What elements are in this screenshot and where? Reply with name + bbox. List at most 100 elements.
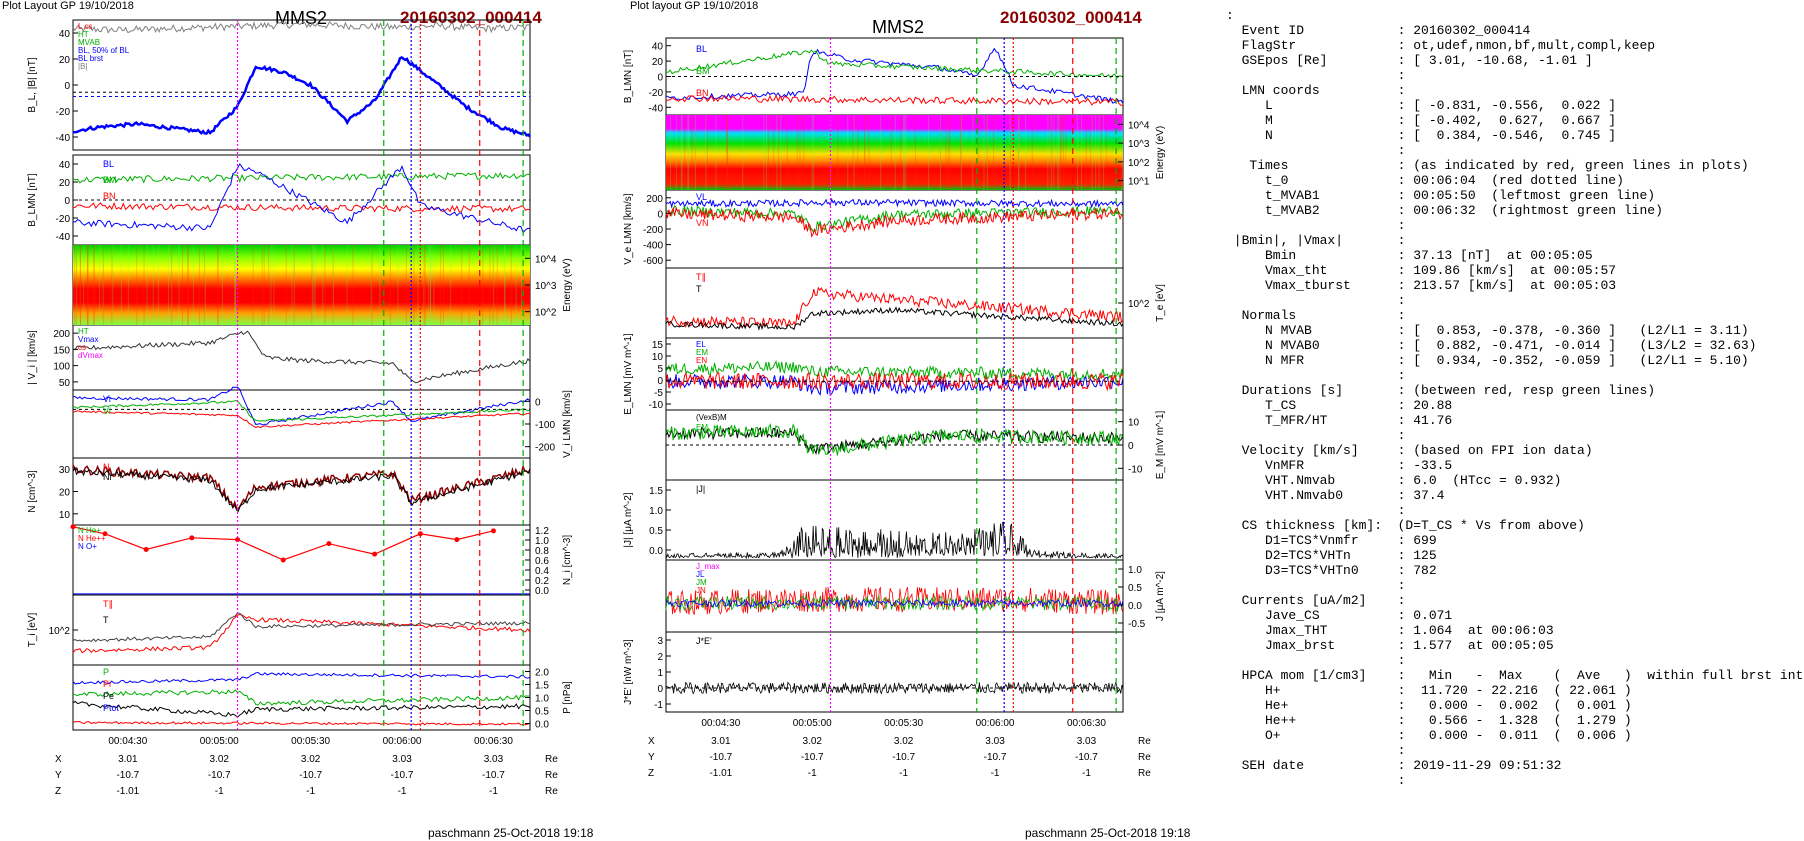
y-tick-label: 0 (535, 397, 541, 408)
series-line-Tpar (72, 613, 531, 654)
info-line: : (1226, 218, 1406, 233)
y-tick-label: -1 (654, 700, 663, 711)
info-line: VHT.Nmvab0 : 37.4 (1226, 488, 1445, 503)
position-value: -1 (398, 786, 407, 797)
info-line: FlagStr : ot,udef,nmon,bf,mult,compl,kee… (1226, 38, 1656, 53)
position-value: -1 (991, 768, 1000, 779)
legend-entry: Vi (103, 406, 111, 416)
y-axis-label: P [nPa] (562, 681, 573, 714)
position-value: 3.03 (392, 754, 412, 765)
y-tick-label: 0.0 (535, 720, 549, 731)
legend-entry: HT (78, 327, 89, 336)
y-tick-label: 20 (59, 178, 71, 189)
y-axis-label: J*E' [nW m^-3] (623, 639, 634, 705)
spacecraft-title-left: MMS2 (275, 8, 328, 28)
position-unit: Re (1138, 752, 1151, 763)
time-tick-label: 00:06:30 (474, 736, 513, 747)
position-value: -1 (899, 768, 908, 779)
info-line: He+ : 0.000 - 0.002 ( 0.001 ) (1226, 698, 1632, 713)
legend-entry: JL (696, 570, 705, 579)
series-line-EM (665, 359, 1124, 381)
y-tick-label: 10^4 (535, 254, 557, 265)
position-unit: Re (545, 754, 558, 765)
data-point-He++ (189, 535, 195, 541)
position-row-label: Z (55, 786, 61, 797)
series-line-VL (72, 386, 531, 426)
series-line-Pe (72, 720, 531, 726)
info-line: Normals : (1226, 308, 1406, 323)
series-line-VexB (665, 426, 1124, 456)
legend-entry: BN (696, 88, 709, 98)
y-tick-label: 0.2 (535, 576, 549, 587)
y-tick-label: 0.0 (1128, 601, 1142, 612)
position-value: 3.02 (301, 754, 321, 765)
y-tick-label: 15 (652, 340, 664, 351)
time-tick-label: 00:06:30 (1067, 718, 1106, 729)
series-line-absB (72, 20, 531, 34)
position-unit: Re (1138, 768, 1151, 779)
position-row-label: Y (648, 752, 655, 763)
info-line: D3=TCS*VHTn0 : 782 (1226, 563, 1437, 578)
legend-entry: Ni (103, 472, 112, 482)
position-value: 3.02 (894, 736, 914, 747)
data-point-He++ (326, 541, 332, 547)
y-tick-label: 0 (657, 376, 663, 387)
legend-entry: BL brst (78, 54, 104, 63)
y-tick-label: 0 (657, 73, 663, 84)
info-line: : (1226, 143, 1406, 158)
series-line-EM (665, 423, 1124, 456)
time-tick-label: 00:04:30 (701, 718, 740, 729)
info-line: N : [ 0.384, -0.546, 0.745 ] (1226, 128, 1617, 143)
info-line: SEH date : 2019-11-29 09:51:32 (1226, 758, 1562, 773)
y-axis-label: T_i [eV] (27, 613, 38, 648)
info-line: Vmax_tht : 109.86 [km/s] at 00:05:57 (1226, 263, 1617, 278)
y-tick-label: 10^3 (535, 281, 557, 292)
info-line: Jave_CS : 0.071 (1226, 608, 1453, 623)
series-line-VM (72, 400, 531, 422)
position-row-label: X (648, 736, 655, 747)
info-line: N MVAB : [ 0.853, -0.378, -0.360 ] (L2/L… (1226, 323, 1749, 338)
y-tick-label: 10 (59, 510, 71, 521)
y-tick-label: 1.2 (535, 526, 549, 537)
y-tick-label: 1.5 (649, 486, 663, 497)
y-tick-label: 0.5 (1128, 583, 1142, 594)
position-value: -10.7 (299, 770, 322, 781)
info-line: Bmin : 37.13 [nT] at 00:05:05 (1226, 248, 1593, 263)
legend-entry: N (103, 462, 110, 472)
y-axis-label: V_i LMN [km/s] (562, 390, 573, 458)
y-axis-label: Energy (eV) (562, 258, 573, 311)
series-line-Tpar (665, 286, 1124, 330)
y-axis-label: J [μA m^-2] (1155, 571, 1166, 621)
y-tick-label: 10^2 (1128, 158, 1150, 169)
y-tick-label: 1.0 (1128, 565, 1142, 576)
y-tick-label: 0.0 (535, 586, 549, 597)
position-value: -1 (489, 786, 498, 797)
y-axis-label: B_LMN [nT] (27, 173, 38, 227)
legend-entry: T (696, 284, 702, 294)
info-line: He++ : 0.566 - 1.328 ( 1.279 ) (1226, 713, 1632, 728)
position-value: -1 (215, 786, 224, 797)
y-tick-label: -0.5 (1128, 619, 1146, 630)
position-value: -1 (1082, 768, 1091, 779)
info-line: LMN coords : (1226, 83, 1406, 98)
legend-entry: BM (103, 175, 117, 185)
series-line-BN (665, 94, 1124, 106)
legend-entry: EM (696, 348, 708, 357)
legend-entry: BN (103, 191, 116, 201)
info-line: t_MVAB2 : 00:06:32 (rightmost green line… (1226, 203, 1663, 218)
series-line-T (665, 306, 1124, 331)
info-line: : (1226, 578, 1406, 593)
y-tick-label: 0.8 (535, 546, 549, 557)
position-value: -10.7 (801, 752, 824, 763)
legend-entry: dVmax (78, 351, 103, 360)
time-tick-label: 00:04:30 (108, 736, 147, 747)
y-tick-label: 200 (53, 329, 70, 340)
legend-entry: Vmax (78, 335, 98, 344)
info-line: O+ : 0.000 - 0.011 ( 0.006 ) (1226, 728, 1632, 743)
position-value: 3.02 (803, 736, 823, 747)
legend-entry: N He++ (78, 534, 106, 543)
y-tick-label: -20 (56, 107, 71, 118)
legend-entry: P (103, 667, 109, 677)
legend-entry: T∥ (696, 272, 706, 282)
